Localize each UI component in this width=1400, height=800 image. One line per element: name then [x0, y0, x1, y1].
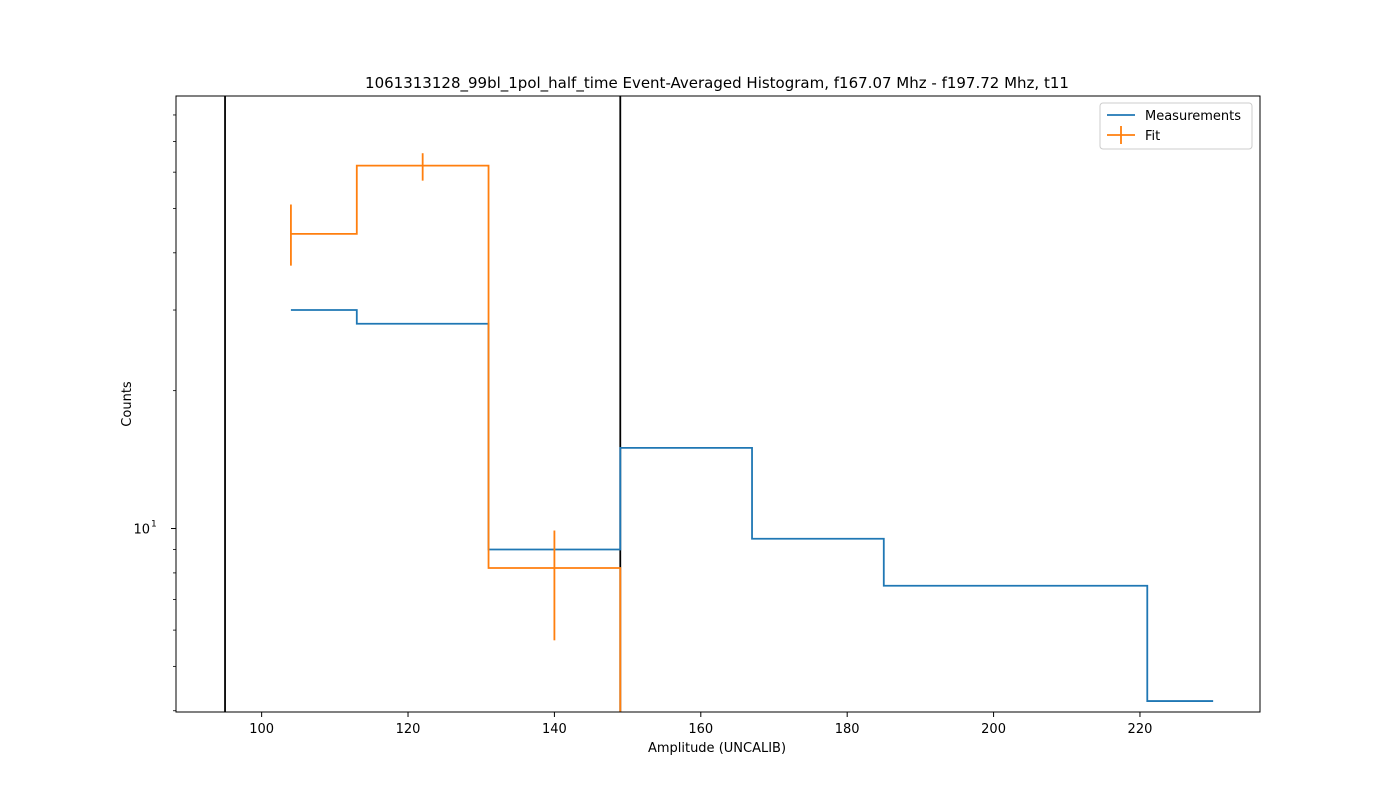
- y-tick-exponent-10: 1: [151, 520, 157, 530]
- legend-box: [1099, 102, 1253, 150]
- legend: Measurements Fit: [1099, 102, 1253, 150]
- plot-clipped-group: [224, 96, 1214, 712]
- x-tick-label-200: 200: [981, 722, 1006, 737]
- legend-measurements-label: Measurements: [1145, 109, 1241, 124]
- x-tick-label-120: 120: [396, 722, 421, 737]
- y-axis-label: Counts: [120, 381, 135, 427]
- plot-frame: [175, 95, 1261, 713]
- x-tick-label-180: 180: [835, 722, 860, 737]
- series-fit-line: [290, 164, 622, 712]
- axis-ticks-layer: 100 120 140 160 180 200 220 10 1: [133, 114, 1153, 737]
- plot-data-layer: [224, 96, 1214, 712]
- x-tick-label-160: 160: [688, 722, 713, 737]
- chart-title: 1061313128_99bl_1pol_half_time Event-Ave…: [365, 74, 1069, 93]
- x-tick-label-140: 140: [542, 722, 567, 737]
- x-axis-label: Amplitude (UNCALIB): [648, 741, 786, 756]
- y-tick-label-10: 10: [133, 523, 150, 538]
- x-tick-label-100: 100: [249, 722, 274, 737]
- series-measurements-line: [290, 309, 1214, 702]
- legend-fit-label: Fit: [1145, 129, 1160, 144]
- x-tick-label-220: 220: [1128, 722, 1153, 737]
